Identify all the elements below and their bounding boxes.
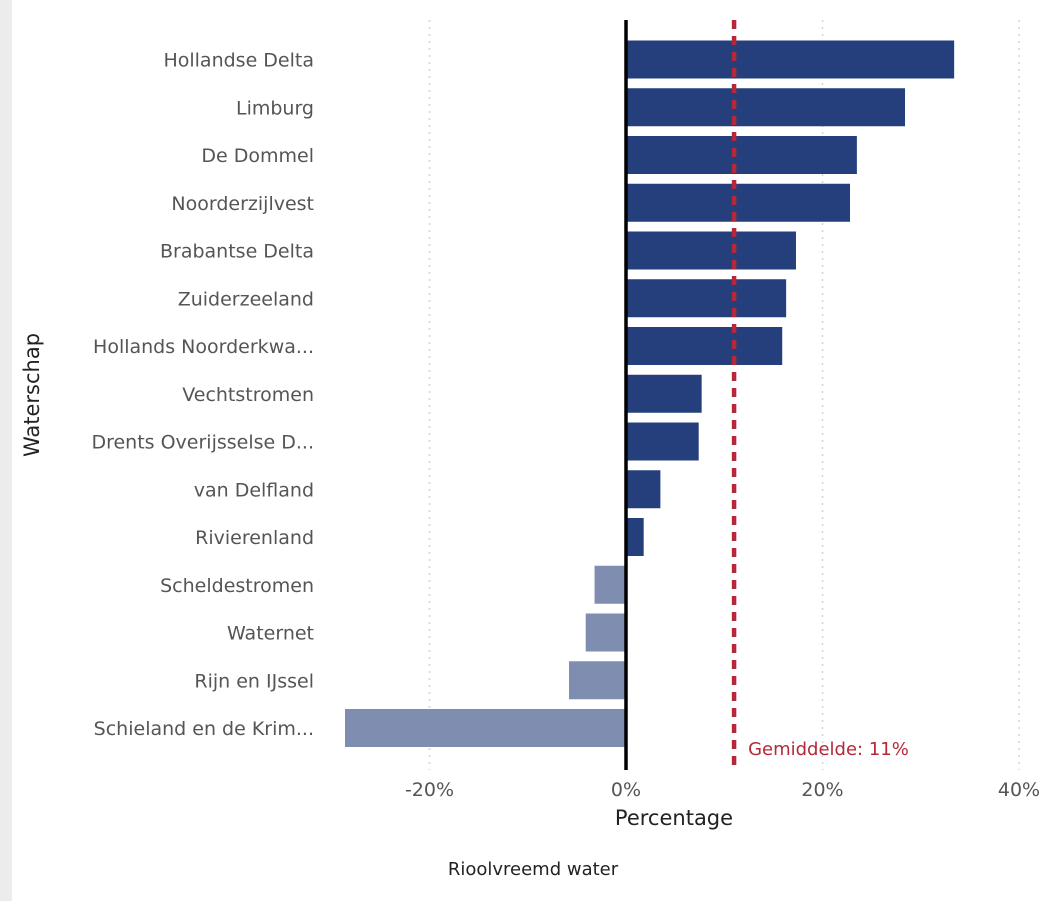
- category-label: van Delfland: [194, 479, 314, 501]
- bar[interactable]: [626, 470, 661, 509]
- bar[interactable]: [345, 709, 626, 747]
- bar[interactable]: [594, 565, 626, 604]
- category-label: Noorderzijlvest: [171, 193, 314, 215]
- x-tick-labels: -20% 0% 20% 40%: [405, 779, 1040, 801]
- category-label: Rijn en IJssel: [194, 670, 314, 692]
- average-label: Gemiddelde: 11%: [748, 739, 909, 760]
- bar-chart: Hollandse Delta Limburg De Dommel Noorderzi…: [20, 20, 1040, 880]
- bar[interactable]: [626, 422, 699, 461]
- x-axis-title: Percentage: [615, 806, 733, 830]
- category-label: Zuiderzeeland: [178, 288, 314, 310]
- chart-caption: Rioolvreemd water: [448, 859, 619, 880]
- bar[interactable]: [626, 231, 796, 270]
- category-label: Hollands Noorderkwa...: [93, 336, 314, 358]
- bar[interactable]: [626, 518, 644, 556]
- x-tick-label: 20%: [801, 779, 843, 801]
- category-labels: Hollandse Delta Limburg De Dommel Noorderzi…: [91, 50, 314, 741]
- bar[interactable]: [626, 40, 955, 79]
- category-label: Drents Overijsselse D...: [91, 432, 314, 454]
- category-label: Waternet: [227, 623, 314, 645]
- chart-panel: Hollandse Delta Limburg De Dommel Noorderzi…: [12, 0, 1050, 901]
- bar[interactable]: [585, 613, 626, 652]
- category-label: Brabantse Delta: [160, 241, 314, 263]
- category-label: Schieland en de Krim...: [94, 718, 314, 740]
- average-group: Gemiddelde: 11%: [731, 20, 909, 770]
- category-label: Hollandse Delta: [163, 50, 314, 72]
- bars: [345, 20, 955, 770]
- bar[interactable]: [626, 136, 857, 174]
- bar[interactable]: [626, 374, 702, 413]
- x-tick-label: 0%: [611, 779, 641, 801]
- x-tick-label: -20%: [405, 779, 454, 801]
- x-tick-label: 40%: [998, 779, 1040, 801]
- category-label: Limburg: [236, 97, 314, 119]
- bar[interactable]: [569, 661, 626, 700]
- bar[interactable]: [626, 88, 906, 127]
- bar[interactable]: [626, 279, 787, 318]
- category-label: Scheldestromen: [160, 575, 314, 597]
- category-label: De Dommel: [201, 145, 314, 167]
- category-label: Rivierenland: [195, 527, 314, 549]
- y-axis-title: Waterschap: [20, 333, 44, 457]
- bar[interactable]: [626, 183, 851, 222]
- category-label: Vechtstromen: [182, 384, 314, 406]
- gridlines: [428, 20, 1020, 770]
- bar[interactable]: [626, 327, 783, 365]
